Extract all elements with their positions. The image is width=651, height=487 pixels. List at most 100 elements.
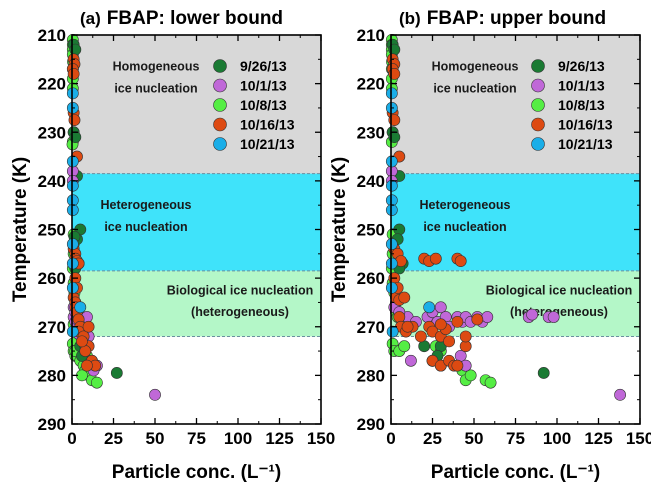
series-10-16-13 [386,53,484,372]
y-axis-title: Temperature (K) [329,157,350,302]
legend-marker [213,78,227,93]
x-tick-label: 0 [386,429,395,448]
series-10-21-13 [385,87,436,338]
x-tick-label: 75 [506,429,525,448]
legend-label: 10/16/13 [558,117,613,133]
y-tick-label: 230 [357,123,385,142]
data-point [414,330,427,343]
legend-label: 10/8/13 [240,97,287,113]
data-point [386,325,399,338]
data-point [423,301,436,314]
panel-title-letter: (b) [399,9,421,28]
x-tick-label: 100 [224,429,252,448]
y-tick-label: 220 [357,75,385,94]
data-point [91,376,103,389]
region-label-heterogeneous-line1: Heterogeneous [420,198,511,212]
legend-marker [213,59,227,73]
data-point [385,204,398,216]
legend-marker [213,98,227,112]
panel-title-letter: (a) [80,9,101,28]
panel-b: Homogeneous ice nucleation Heterogeneous ic… [329,8,651,483]
x-tick-label: 0 [67,429,76,448]
legend: 9/26/13 10/1/13 10/8/13 10/16/13 10/21/13 [531,58,613,152]
data-point [451,315,464,328]
data-point [76,369,88,382]
data-point [110,367,123,379]
legend-marker [213,117,227,132]
legend-label: 10/16/13 [240,117,295,133]
x-tick-label: 25 [423,429,442,448]
data-point [385,281,398,294]
data-point [434,318,447,331]
x-tick-label: 75 [187,429,206,448]
panel-title: (a) FBAP: lower bound [80,8,283,29]
data-point [67,68,80,80]
panel-title-text: FBAP: upper bound [427,8,606,29]
data-point [401,320,414,333]
data-point [451,359,464,372]
data-point [405,354,417,367]
data-point [385,179,398,192]
region-label-biological-line1: Biological ice nucleation [486,283,633,297]
x-tick-label: 25 [104,429,123,448]
y-tick-label: 260 [357,269,385,288]
region-label-homogeneous-line1: Homogeneous [432,60,519,74]
data-point [547,311,560,323]
data-point [385,238,398,250]
data-point [76,335,88,348]
data-point [66,238,79,250]
data-point [459,330,472,343]
panel-title: (b) FBAP: upper bound [399,8,606,29]
y-tick-label: 290 [38,415,66,434]
y-tick-label: 270 [38,318,66,337]
y-tick-label: 250 [38,221,66,240]
data-point [537,367,550,379]
x-tick-label: 125 [265,429,293,448]
legend-label: 10/21/13 [240,136,295,152]
region-label-heterogeneous-line1: Heterogeneous [101,198,192,212]
y-tick-label: 240 [357,172,385,191]
data-point [481,311,494,323]
data-point [398,340,411,353]
data-point [614,388,626,401]
x-tick-label: 150 [307,429,335,448]
y-tick-label: 210 [38,26,66,45]
data-point [526,308,538,321]
y-tick-label: 290 [357,415,385,434]
data-point [393,311,406,323]
data-point [68,114,81,126]
data-point [66,281,79,294]
data-point [385,257,398,270]
legend-marker [531,98,545,112]
data-point [66,257,79,270]
region-label-biological-line2: (heterogeneous) [191,305,289,319]
region-homogeneous [72,35,321,174]
data-point [385,155,398,168]
data-point [66,155,79,168]
data-point [149,388,161,401]
data-point [66,87,79,100]
data-point [66,325,79,338]
data-point [471,313,484,326]
legend-label: 10/1/13 [240,78,287,94]
y-tick-label: 260 [38,269,66,288]
legend-label: 10/1/13 [558,78,605,94]
data-point [385,87,398,100]
legend-marker [531,78,545,93]
legend-marker [531,137,545,151]
x-tick-label: 50 [146,429,165,448]
data-point [454,255,467,268]
region-homogeneous [391,35,640,174]
x-axis-title: Particle conc. (L⁻¹) [112,462,281,483]
legend-label: 9/26/13 [240,58,287,74]
data-point [429,252,442,265]
region-label-heterogeneous-line2: ice nucleation [104,220,187,234]
data-point [443,335,455,348]
data-point [74,301,87,314]
y-tick-label: 230 [38,123,66,142]
x-axis-title: Particle conc. (L⁻¹) [431,462,600,483]
y-tick-label: 210 [357,26,385,45]
region-biological [72,270,321,337]
data-point [484,376,497,389]
